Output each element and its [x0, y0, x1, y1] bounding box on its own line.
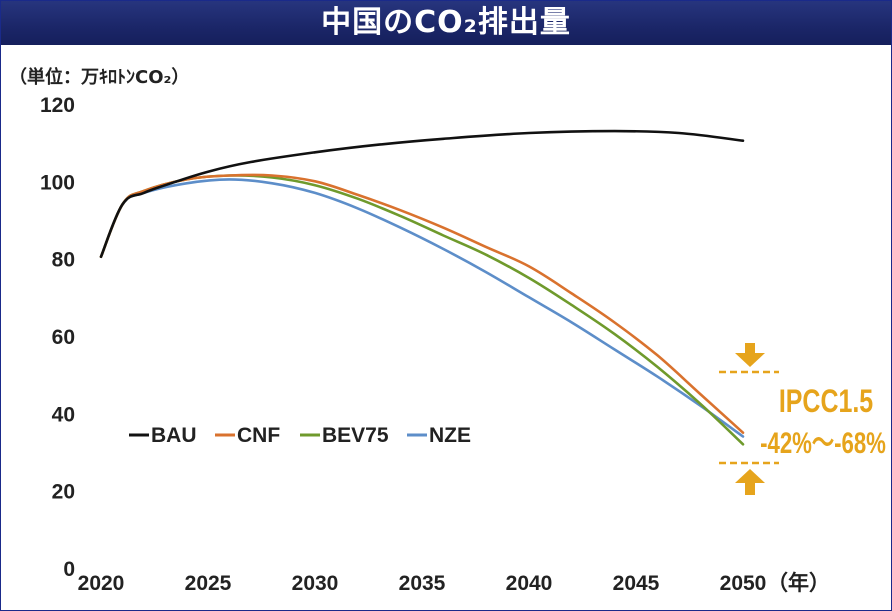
x-axis-unit: （年）	[767, 571, 830, 595]
y-tick-label: 40	[52, 403, 75, 426]
chart-title: 中国のCO₂排出量	[321, 5, 571, 40]
annotation-range-label: -42%～-68%	[760, 426, 886, 460]
legend: BAU CNF BEV75 NZE	[129, 424, 471, 447]
series-layer	[99, 129, 745, 446]
y-axis-ticks: 0 20 40 60 80 100 120	[40, 94, 75, 581]
legend-label-nze: NZE	[429, 424, 471, 447]
unit-label: （単位：万ｷﾛﾄﾝCO₂）	[9, 67, 190, 88]
title-bar: 中国のCO₂排出量	[1, 1, 891, 45]
y-tick-label: 100	[40, 171, 75, 194]
legend-label-bev75: BEV75	[322, 424, 389, 447]
y-tick-label: 80	[52, 249, 75, 272]
y-tick-label: 60	[52, 326, 75, 349]
series-line-cnf	[99, 173, 745, 434]
annotation-ipcc-label: IPCC1.5	[779, 384, 873, 420]
down-arrow-icon	[735, 343, 765, 367]
x-axis-ticks: 2020 2025 2030 2035 2040 2045 2050 （年）	[78, 571, 830, 595]
up-arrow-icon	[735, 469, 765, 495]
x-tick-label: 2040	[506, 572, 553, 595]
x-tick-label: 2035	[399, 572, 446, 595]
x-tick-label: 2045	[613, 572, 660, 595]
x-tick-label: 2025	[185, 572, 232, 595]
x-tick-label: 2050	[720, 572, 767, 595]
y-tick-label: 0	[63, 558, 75, 581]
y-tick-label: 120	[40, 94, 75, 117]
ipcc-annotation: IPCC1.5 -42%～-68%	[719, 343, 886, 495]
legend-label-cnf: CNF	[237, 424, 280, 447]
y-tick-label: 20	[52, 481, 75, 504]
series-line-bev75	[99, 174, 745, 446]
series-line-bau	[99, 129, 745, 259]
x-tick-label: 2030	[292, 572, 339, 595]
x-tick-label: 2020	[78, 572, 125, 595]
legend-label-bau: BAU	[151, 424, 197, 447]
series-line-nze	[99, 178, 745, 438]
